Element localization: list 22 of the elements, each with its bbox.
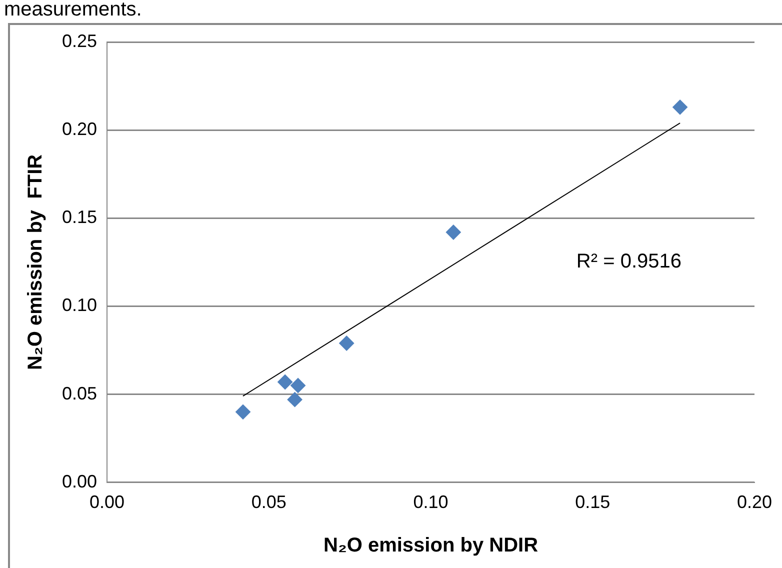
point bbox=[290, 378, 306, 394]
annotation: R² = 0.9516 bbox=[576, 250, 682, 273]
y-tick-label: 0.05 bbox=[62, 383, 98, 404]
point bbox=[278, 374, 293, 390]
point bbox=[339, 336, 354, 351]
x-axis-title: N₂O emission by NDIR bbox=[324, 534, 539, 557]
point bbox=[446, 224, 461, 240]
x-tick-label: 0.00 bbox=[90, 492, 125, 512]
y-tick-label: 0.20 bbox=[62, 119, 98, 140]
x-tick-label: 0.10 bbox=[413, 492, 448, 512]
x-tick-label: 0.05 bbox=[251, 492, 286, 512]
y-tick-label: 0.25 bbox=[62, 30, 98, 51]
point bbox=[672, 100, 688, 115]
point bbox=[287, 392, 302, 408]
x-tick-label: 0.20 bbox=[736, 492, 772, 512]
y-tick-label: 0.10 bbox=[62, 295, 98, 316]
point bbox=[236, 404, 250, 420]
y-tick-label: 0.15 bbox=[62, 207, 98, 228]
x-tick-label: 0.15 bbox=[575, 492, 610, 512]
y-axis-title: N₂O emission by FTIR bbox=[24, 154, 47, 370]
text: measurements. bbox=[4, 0, 142, 21]
y-tick-label: 0.00 bbox=[62, 471, 98, 492]
